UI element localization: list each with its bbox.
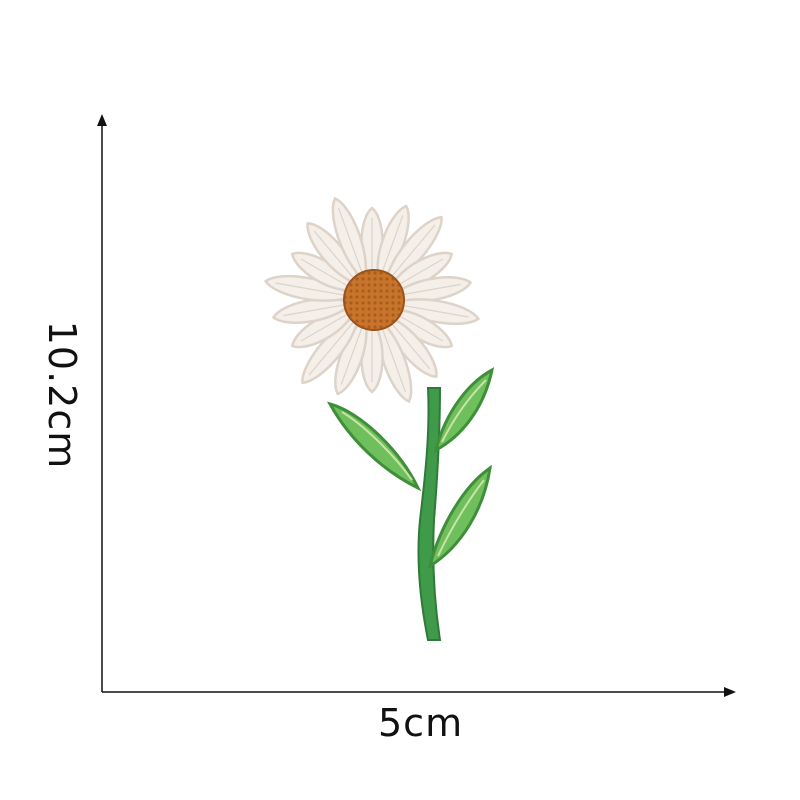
height-arrow-icon — [97, 114, 107, 126]
leaf-left — [326, 401, 422, 492]
flower-center — [343, 269, 405, 331]
dimension-axes — [97, 114, 736, 697]
petal — [331, 196, 368, 284]
petals — [263, 196, 481, 404]
stem — [417, 387, 442, 641]
daisy-patch — [263, 196, 495, 641]
leaf-right-upper — [433, 367, 495, 453]
width-arrow-icon — [724, 687, 736, 697]
width-dimension-label: 5cm — [378, 701, 464, 745]
petal — [389, 276, 473, 303]
height-dimension-label: 10.2cm — [40, 320, 84, 470]
